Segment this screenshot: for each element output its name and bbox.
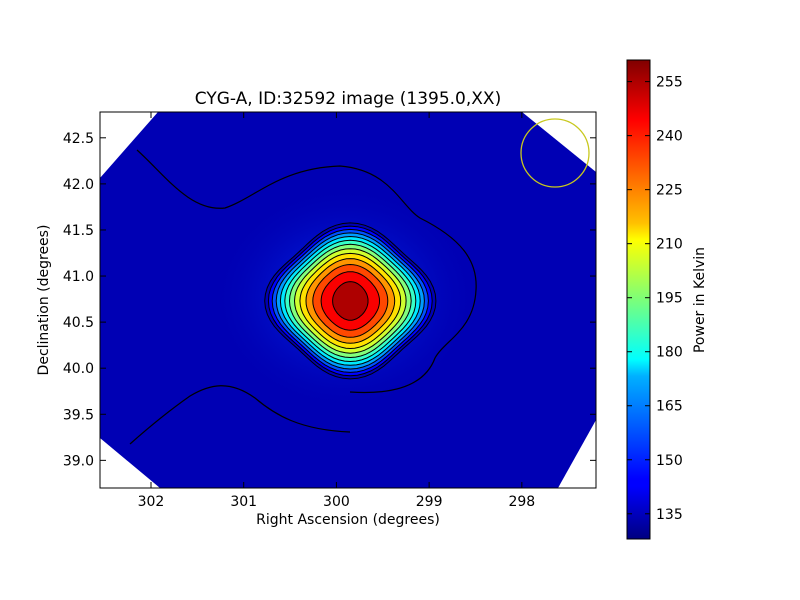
colorbar-tick-label: 165: [656, 399, 683, 415]
contour-level: [332, 281, 369, 321]
colorbar: 135 150 165 180 195 210 225 240 255 Power in Kel…: [626, 59, 708, 540]
x-axis: 302 301 300 299 298: [138, 112, 535, 510]
y-tick-label: 42.5: [63, 131, 94, 147]
x-tick-label: 299: [416, 494, 443, 510]
beam-marker-circle: [520, 118, 590, 188]
contour-layer: [264, 222, 437, 380]
y-tick-label: 40.5: [63, 315, 94, 331]
chart-title: CYG-A, ID:32592 image (1395.0,XX): [195, 89, 501, 109]
colorbar-tick-label: 180: [656, 345, 683, 361]
plot-frame: [99, 111, 597, 489]
outer-contour-top: [136, 149, 477, 394]
colorbar-tick-label: 225: [656, 183, 683, 199]
colorbar-tick-label: 240: [656, 129, 683, 145]
y-tick-label: 41.0: [63, 269, 94, 285]
y-axis-label: Declination (degrees): [36, 225, 52, 376]
x-axis-label: Right Ascension (degrees): [256, 512, 440, 528]
colorbar-tick-label: 150: [656, 453, 683, 469]
y-tick-label: 40.0: [63, 361, 94, 377]
colorbar-tick-label: 195: [656, 291, 683, 307]
colorbar-label: Power in Kelvin: [692, 247, 708, 353]
x-tick-label: 300: [323, 494, 350, 510]
colorbar-tick-label: 210: [656, 237, 683, 253]
y-axis: 39.0 39.5 40.0 40.5 41.0 41.5 42.0 42.5: [63, 131, 596, 469]
colorbar-gradient: [626, 59, 651, 540]
y-tick-label: 39.5: [63, 407, 94, 423]
colorbar-tick-label: 135: [656, 507, 683, 523]
outer-contour-bottom: [129, 385, 351, 445]
x-tick-label: 298: [508, 494, 535, 510]
y-tick-label: 42.0: [63, 177, 94, 193]
y-tick-label: 39.0: [63, 453, 94, 469]
colorbar-tick-label: 255: [656, 75, 683, 91]
x-tick-label: 301: [230, 494, 257, 510]
x-tick-label: 302: [138, 494, 165, 510]
plot-area: [99, 111, 597, 489]
colorbar-ticks: 135 150 165 180 195 210 225 240 255: [627, 75, 683, 523]
y-tick-label: 41.5: [63, 223, 94, 239]
